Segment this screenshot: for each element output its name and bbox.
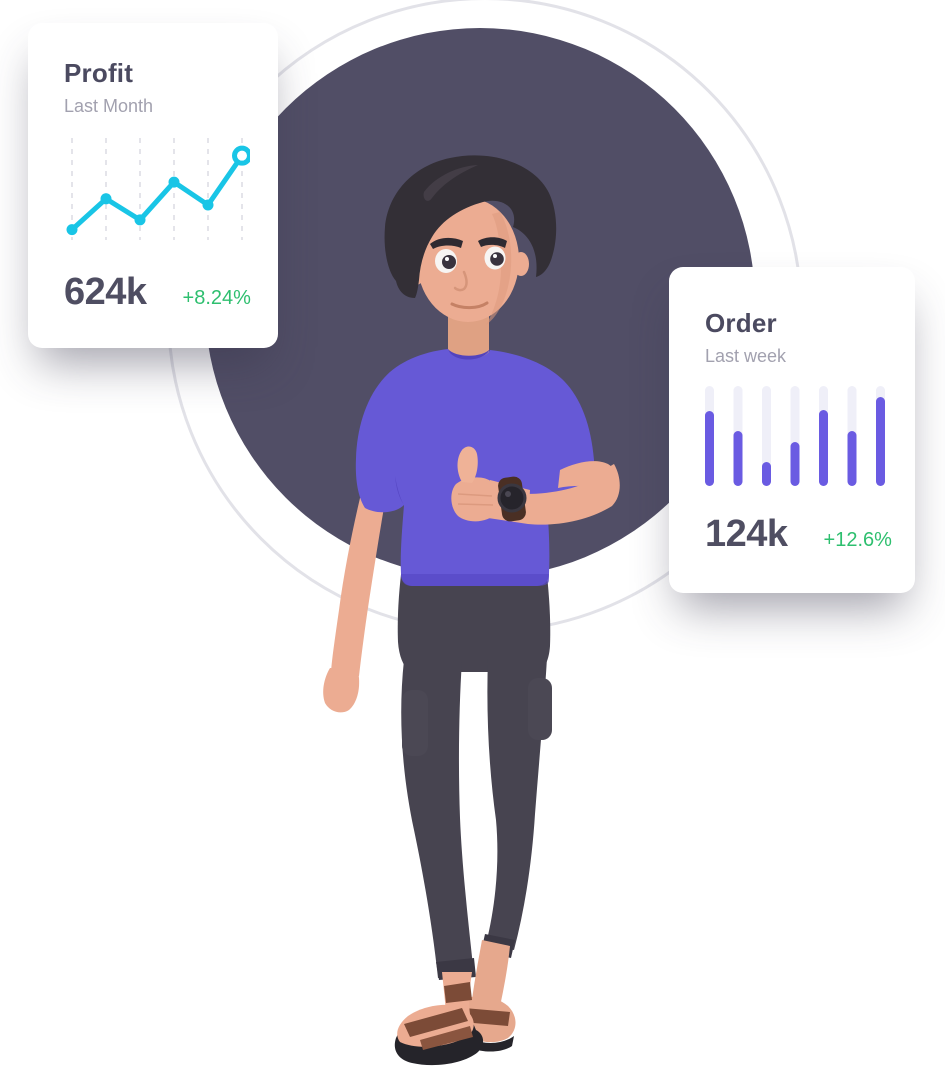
order-card-subtitle: Last week [705, 345, 787, 366]
order-card: Order Last week 124k +12.6% [669, 267, 915, 593]
order-change-badge: +12.6% [823, 529, 892, 552]
right-cuff [481, 934, 515, 958]
order-card-title: Order [705, 308, 777, 338]
left-cuff [436, 958, 476, 980]
sandals [394, 940, 516, 1066]
profit-card-subtitle: Last Month [64, 95, 154, 116]
profit-line-chart [64, 136, 278, 249]
profit-card: Profit Last Month 624k +8.24% [28, 23, 278, 348]
profit-card-title: Profit [64, 58, 134, 88]
order-value: 124k [705, 513, 788, 556]
profit-value: 624k [64, 271, 147, 314]
profit-change-badge: +8.24% [182, 287, 251, 310]
order-bar-chart [705, 386, 915, 491]
